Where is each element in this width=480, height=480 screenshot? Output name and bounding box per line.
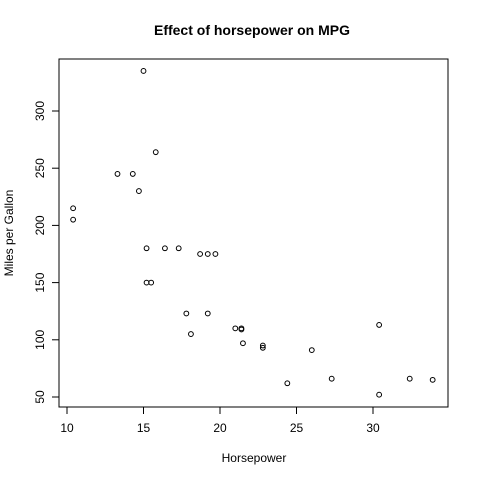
data-point bbox=[232, 325, 239, 332]
data-point bbox=[140, 68, 147, 74]
x-tick-label: 20 bbox=[213, 421, 227, 435]
data-point bbox=[212, 251, 219, 257]
y-tick-label: 250 bbox=[33, 158, 47, 178]
data-point bbox=[183, 310, 190, 317]
data-point bbox=[188, 331, 194, 337]
chart-title: Effect of horsepower on MPG bbox=[154, 22, 350, 38]
x-tick-label: 25 bbox=[290, 421, 304, 435]
x-tick-label: 30 bbox=[366, 421, 380, 435]
data-point bbox=[162, 245, 168, 252]
x-tick-label: 15 bbox=[137, 421, 151, 435]
x-tick-label: 10 bbox=[60, 421, 74, 435]
y-axis: 50 100 150 200 250 300 bbox=[33, 101, 60, 404]
x-axis: 10 15 20 25 30 bbox=[60, 406, 380, 435]
data-point bbox=[114, 171, 121, 177]
data-point bbox=[284, 380, 291, 387]
y-axis-label: Miles per Gallon bbox=[2, 190, 16, 277]
y-tick-label: 100 bbox=[33, 329, 47, 349]
data-point bbox=[143, 245, 150, 252]
data-point bbox=[204, 251, 211, 257]
data-point bbox=[143, 279, 150, 286]
data-point bbox=[240, 340, 246, 347]
data-point bbox=[376, 391, 383, 398]
y-tick-label: 50 bbox=[33, 390, 47, 404]
data-point bbox=[70, 205, 77, 212]
plot-area-border bbox=[58, 58, 449, 408]
data-point bbox=[148, 279, 155, 286]
data-point bbox=[136, 188, 142, 194]
x-axis-label: Horsepower bbox=[222, 451, 287, 465]
data-point bbox=[308, 347, 315, 353]
y-tick-label: 150 bbox=[33, 272, 47, 292]
data-point bbox=[328, 375, 335, 382]
data-point bbox=[129, 171, 136, 177]
data-point bbox=[406, 375, 413, 382]
data-point bbox=[259, 342, 266, 349]
y-tick-label: 200 bbox=[33, 215, 47, 235]
data-point bbox=[259, 344, 266, 351]
data-point bbox=[204, 310, 211, 317]
data-point bbox=[175, 245, 182, 252]
data-point bbox=[152, 149, 159, 156]
data-point bbox=[70, 216, 77, 223]
data-point bbox=[197, 251, 204, 257]
data-point bbox=[429, 376, 436, 383]
y-tick-label: 300 bbox=[33, 101, 47, 121]
data-points bbox=[70, 68, 436, 398]
data-point bbox=[238, 326, 245, 333]
data-point bbox=[376, 322, 383, 328]
